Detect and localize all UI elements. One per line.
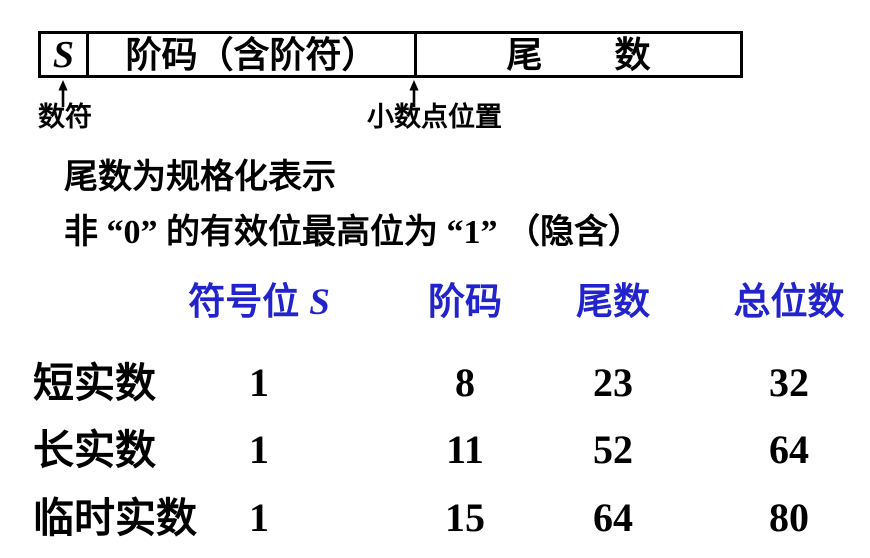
mantissa-bits-value: 52	[593, 427, 633, 472]
exponent-bits-value: 15	[445, 495, 485, 540]
header-sign-bit-text: 符号位	[188, 282, 300, 323]
up-arrow-icon	[58, 80, 68, 107]
row-label: 临时实数	[33, 495, 197, 541]
mantissa-cell: 尾 数	[417, 34, 740, 75]
note-normalized: 尾数为规格化表示	[64, 159, 336, 196]
header-sign-bit: 符号位 S	[188, 284, 330, 321]
exponent-cell-label: 阶码（含阶符）	[125, 34, 378, 75]
total-bits-value: 80	[769, 495, 809, 540]
decimal-point-annotation: 小数点位置	[367, 102, 502, 132]
mantissa-cell-label: 尾 数	[506, 34, 651, 75]
table-row-long-real: 长实数 1 11 52 64	[0, 430, 870, 478]
exponent-bits-value: 8	[455, 360, 475, 405]
header-mantissa: 尾数	[576, 282, 650, 323]
sign-bits-value: 1	[249, 427, 269, 472]
mantissa-bits-value: 23	[593, 360, 633, 405]
sign-bit-label: S	[52, 33, 75, 76]
table-row-temp-real: 临时实数 1 15 64 80	[0, 498, 870, 546]
exponent-bits-value: 11	[446, 427, 484, 472]
sign-bits-value: 1	[249, 495, 269, 540]
total-bits-value: 64	[769, 427, 809, 472]
header-sign-bit-symbol: S	[309, 282, 330, 323]
header-exponent: 阶码	[428, 282, 502, 323]
sign-bits-value: 1	[249, 360, 269, 405]
table-header-row: 符号位 S 阶码 尾数 总位数	[0, 284, 870, 332]
table-row-short-real: 短实数 1 8 23 32	[0, 363, 870, 411]
exponent-cell: 阶码（含阶符）	[89, 34, 417, 75]
row-label: 短实数	[33, 360, 156, 406]
row-label: 长实数	[33, 427, 156, 473]
total-bits-value: 32	[769, 360, 809, 405]
mantissa-bits-value: 64	[593, 495, 633, 540]
sign-bit-cell: S	[41, 34, 89, 75]
header-total-bits: 总位数	[733, 282, 845, 323]
sign-annotation: 数符	[38, 102, 92, 132]
note-implied-bit: 非 “0” 的有效位最高位为 “1” （隐含）	[64, 214, 642, 251]
up-arrow-icon	[409, 80, 419, 107]
float-format-diagram: S 阶码（含阶符） 尾 数	[38, 31, 743, 78]
